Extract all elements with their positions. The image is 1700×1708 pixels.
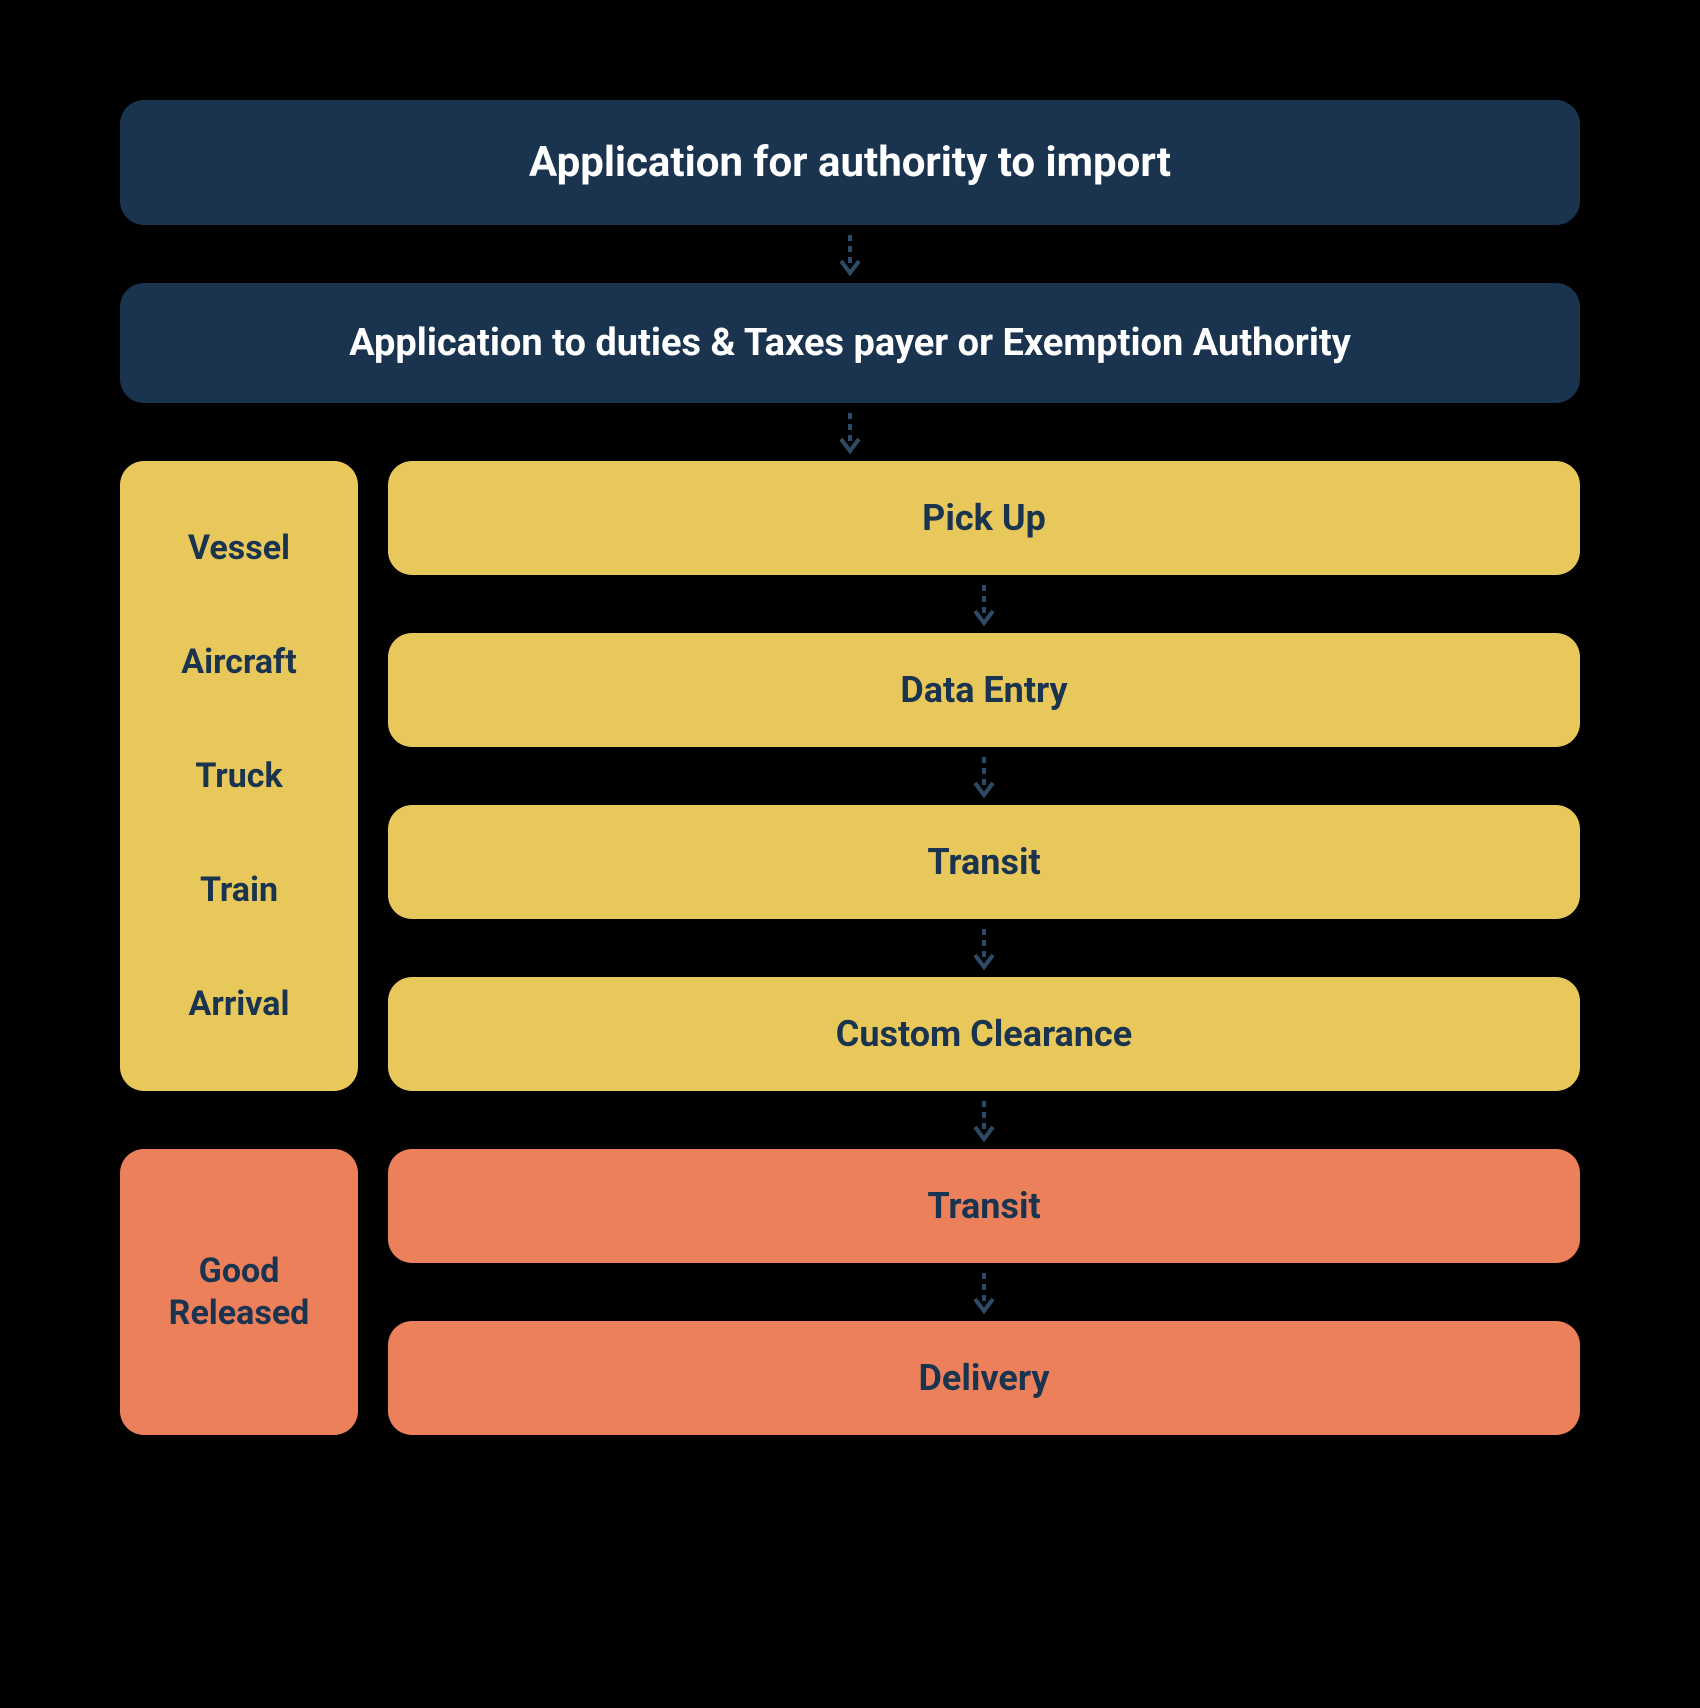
- sidebar-line-2: Released: [169, 1293, 310, 1333]
- step-label: Custom Clearance: [836, 1013, 1132, 1055]
- step-delivery: Delivery: [388, 1321, 1580, 1435]
- step-duties-taxes: Application to duties & Taxes payer or E…: [120, 283, 1580, 403]
- step-label: Delivery: [919, 1357, 1050, 1399]
- sidebar-item-arrival: Arrival: [189, 983, 290, 1026]
- arrow-icon: [388, 575, 1580, 633]
- step-custom-clearance: Custom Clearance: [388, 977, 1580, 1091]
- step-label: Transit: [927, 1185, 1040, 1227]
- sidebar-transport-modes: Vessel Aircraft Truck Train Arrival: [120, 461, 358, 1091]
- sidebar-item-aircraft: Aircraft: [181, 641, 296, 684]
- arrow-icon: [120, 1091, 1580, 1149]
- step-application-authority: Application for authority to import: [120, 100, 1580, 225]
- arrow-icon: [120, 403, 1580, 461]
- step-transit-2: Transit: [388, 1149, 1580, 1263]
- arrow-icon: [388, 1263, 1580, 1321]
- sidebar-item-truck: Truck: [195, 755, 282, 798]
- step-transit-1: Transit: [388, 805, 1580, 919]
- steps-stack: Pick Up Data Entry Transit: [388, 461, 1580, 1091]
- step-label: Pick Up: [922, 497, 1046, 539]
- sidebar-item-train: Train: [200, 869, 278, 912]
- step-label: Application for authority to import: [529, 138, 1171, 187]
- step-label: Transit: [927, 841, 1040, 883]
- sidebar-item-vessel: Vessel: [188, 527, 290, 570]
- sidebar-good-released: Good Released: [120, 1149, 358, 1435]
- step-label: Data Entry: [900, 669, 1067, 711]
- sidebar-item-good-released: Good Released: [169, 1250, 310, 1335]
- arrow-icon: [388, 747, 1580, 805]
- sidebar-line-1: Good: [199, 1251, 280, 1291]
- step-pickup: Pick Up: [388, 461, 1580, 575]
- import-flowchart: Application for authority to import Appl…: [120, 100, 1580, 1435]
- steps-stack: Transit Delivery: [388, 1149, 1580, 1435]
- step-label: Application to duties & Taxes payer or E…: [349, 321, 1351, 365]
- section-release: Good Released Transit Delivery: [120, 1149, 1580, 1435]
- step-data-entry: Data Entry: [388, 633, 1580, 747]
- arrow-icon: [120, 225, 1580, 283]
- section-transport: Vessel Aircraft Truck Train Arrival Pick…: [120, 461, 1580, 1091]
- arrow-icon: [388, 919, 1580, 977]
